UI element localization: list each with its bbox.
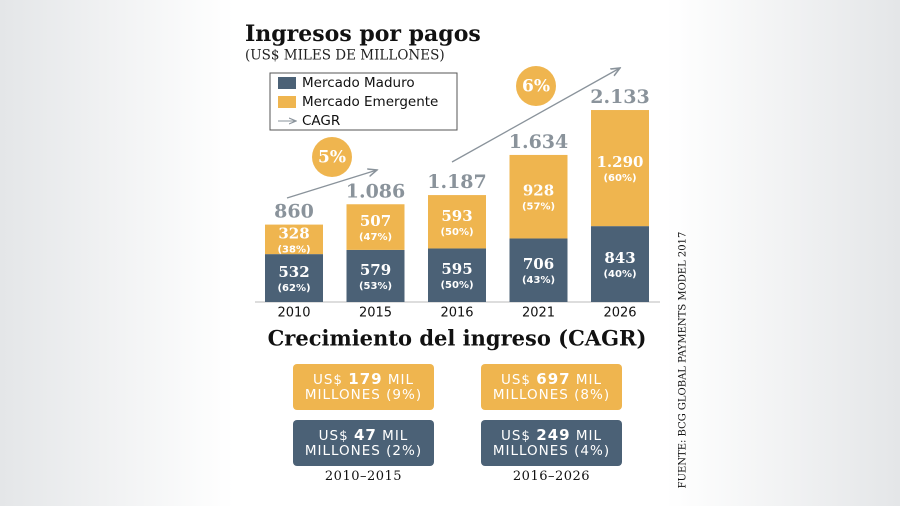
segment-label: 579 xyxy=(360,261,391,279)
bar-segment xyxy=(591,110,649,227)
growth-text: US$ 179 MIL MILLONES (9%) xyxy=(299,369,428,403)
cagr-label: 5% xyxy=(318,148,346,168)
source: FUENTE: BCG GLOBAL PAYMENTS MODEL 2017 xyxy=(678,232,689,489)
legend-box xyxy=(269,72,458,131)
bar-segment xyxy=(591,226,649,302)
bar-segment xyxy=(509,154,568,239)
share-label: (53%) xyxy=(359,281,392,292)
segment-label: 328 xyxy=(278,224,309,242)
segment-label: 706 xyxy=(523,255,554,273)
legend-label: CAGR xyxy=(302,113,340,129)
share-label: (43%) xyxy=(522,275,555,286)
bar-segment xyxy=(428,195,486,249)
unit: MIL MILLONES (4%) xyxy=(492,427,611,459)
currency: US$ xyxy=(500,427,531,444)
amount: 697 xyxy=(536,369,571,388)
segment-label: 532 xyxy=(278,263,309,281)
legend-swatch xyxy=(278,96,296,108)
growth-box: US$ 249 MIL MILLONES (4%) xyxy=(481,420,622,466)
growth-text: US$ 697 MIL MILLONES (8%) xyxy=(487,369,616,403)
total-label: 860 xyxy=(274,201,314,223)
share-label: (62%) xyxy=(277,283,310,294)
bar-segment xyxy=(265,254,323,302)
segment-label: 507 xyxy=(360,212,391,230)
growth-text: US$ 47 MIL MILLONES (2%) xyxy=(299,425,428,459)
bar-segment xyxy=(346,204,405,250)
growth-box: US$ 697 MIL MILLONES (8%) xyxy=(481,364,622,410)
amount: 47 xyxy=(354,425,377,444)
cagr-circle xyxy=(516,66,556,106)
growth-text: US$ 249 MIL MILLONES (4%) xyxy=(487,425,616,459)
period-label: 2016–2026 xyxy=(512,469,591,484)
x-tick-label: 2010 xyxy=(277,306,310,321)
total-label: 2.133 xyxy=(590,86,650,108)
unit: MIL MILLONES (9%) xyxy=(304,371,423,403)
bar-segment xyxy=(346,249,405,302)
legend-swatch xyxy=(278,77,296,89)
currency: US$ xyxy=(318,427,349,444)
x-tick-label: 2026 xyxy=(603,306,636,321)
growth-box: US$ 47 MIL MILLONES (2%) xyxy=(293,420,434,466)
cagr-arrow xyxy=(451,68,620,163)
share-label: (40%) xyxy=(603,269,636,280)
share-label: (50%) xyxy=(440,280,473,291)
bar-segment xyxy=(428,248,486,302)
x-tick-label: 2016 xyxy=(440,306,473,321)
segment-label: 595 xyxy=(441,260,472,278)
total-label: 1.086 xyxy=(346,180,406,202)
growth-box: US$ 179 MIL MILLONES (9%) xyxy=(293,364,434,410)
share-label: (60%) xyxy=(603,173,636,184)
bar-segment xyxy=(509,238,568,302)
legend-label: Mercado Emergente xyxy=(302,94,438,110)
cagr-label: 6% xyxy=(522,77,550,97)
share-label: (38%) xyxy=(277,244,310,255)
total-label: 1.187 xyxy=(427,171,487,193)
cagr-circle xyxy=(312,137,352,177)
amount: 249 xyxy=(536,425,571,444)
segment-label: 843 xyxy=(604,249,635,267)
period-label: 2010–2015 xyxy=(324,469,403,484)
currency: US$ xyxy=(312,371,343,388)
chart-title: Ingresos por pagos xyxy=(245,21,481,47)
segment-label: 928 xyxy=(523,182,554,200)
unit: MIL MILLONES (8%) xyxy=(492,371,611,403)
segment-label: 593 xyxy=(441,207,472,225)
segment-label: 1.290 xyxy=(597,153,644,171)
total-label: 1.634 xyxy=(509,131,569,153)
growth-title: Crecimiento del ingreso (CAGR) xyxy=(268,326,647,351)
share-label: (57%) xyxy=(522,202,555,213)
chart-subtitle: (US$ MILES DE MILLONES) xyxy=(245,48,445,64)
unit: MIL MILLONES (2%) xyxy=(304,427,423,459)
share-label: (50%) xyxy=(440,227,473,238)
cagr-arrow xyxy=(286,170,377,199)
legend-label: Mercado Maduro xyxy=(302,75,415,91)
x-tick-label: 2015 xyxy=(359,306,392,321)
x-tick-label: 2021 xyxy=(522,306,555,321)
share-label: (47%) xyxy=(359,232,392,243)
amount: 179 xyxy=(348,369,383,388)
currency: US$ xyxy=(500,371,531,388)
bar-segment xyxy=(265,224,323,255)
